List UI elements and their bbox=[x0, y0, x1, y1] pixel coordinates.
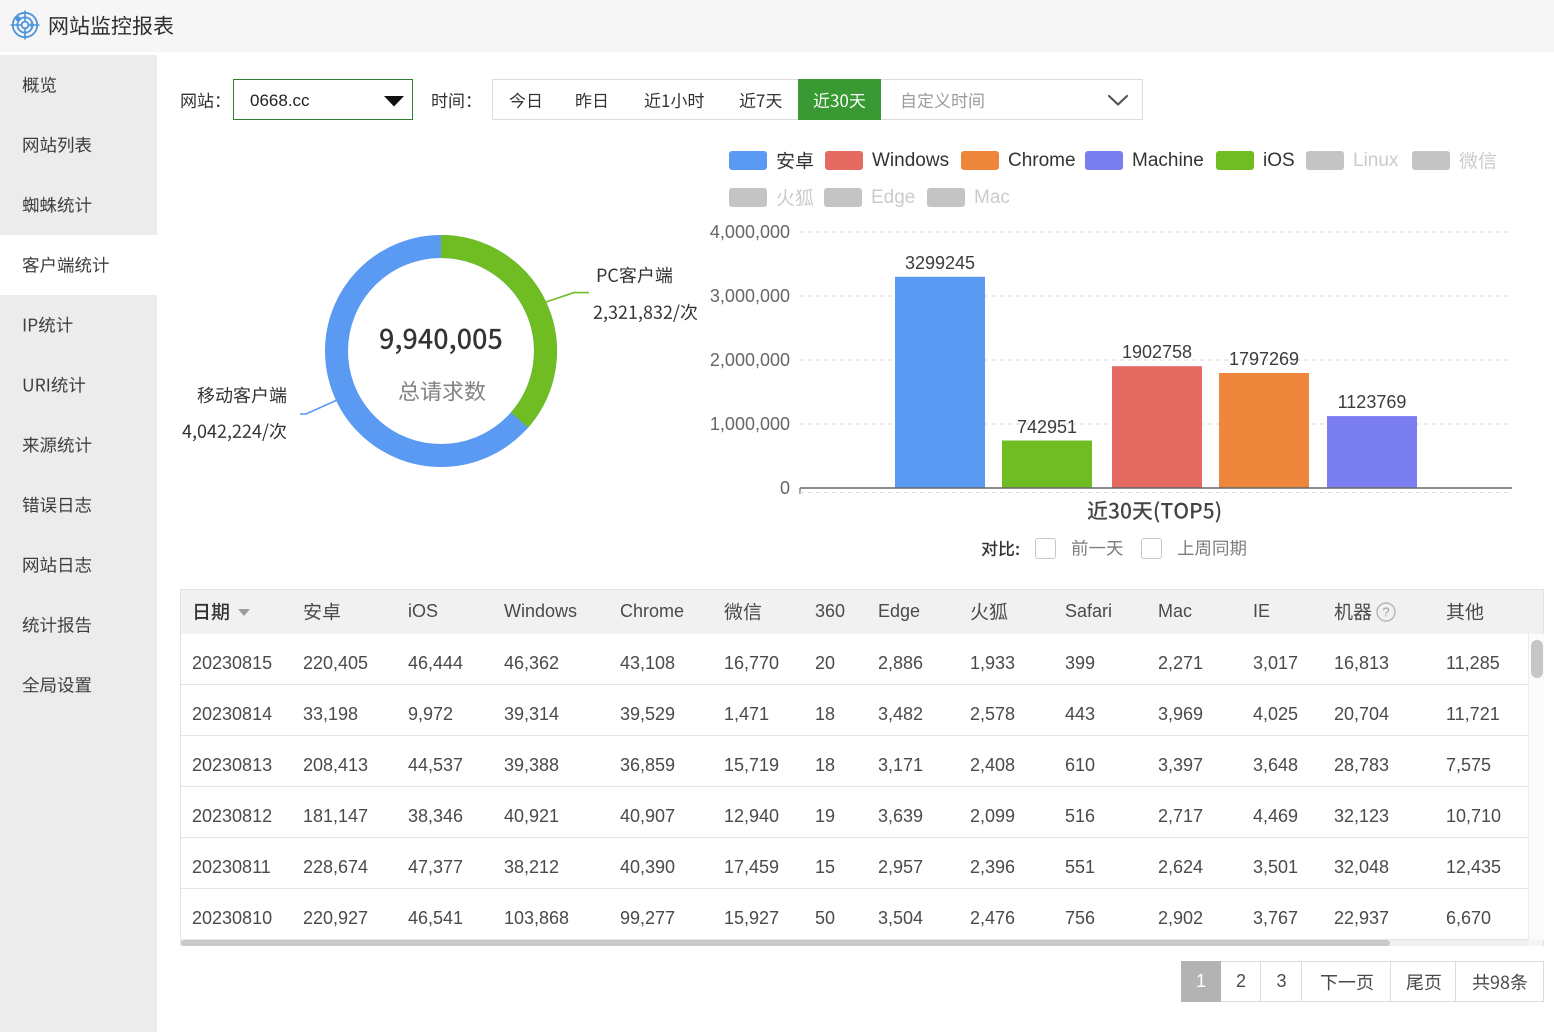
svg-text:?: ? bbox=[1382, 604, 1389, 619]
